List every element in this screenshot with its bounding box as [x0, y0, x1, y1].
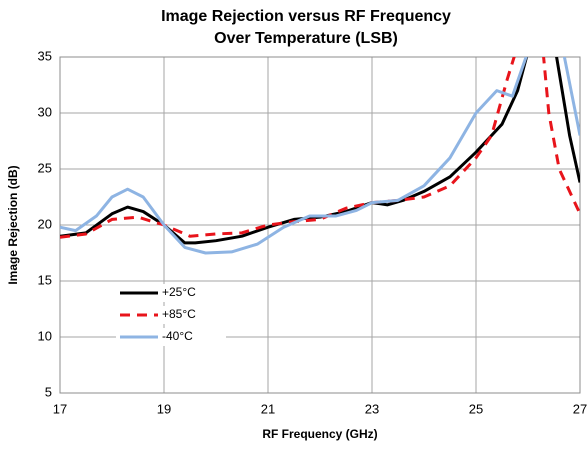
y-tick-label: 20: [38, 216, 52, 231]
legend: +25°C +85°C -40°C: [116, 284, 226, 346]
y-tick-label: 25: [38, 160, 52, 175]
plot-border: [59, 56, 581, 394]
x-tick-label: 25: [469, 401, 483, 416]
x-tick-label: 21: [261, 401, 275, 416]
x-tick-label: 19: [157, 401, 171, 416]
chart-title: Image Rejection versus RF Frequency: [161, 8, 451, 25]
series-line: [60, 57, 580, 239]
y-tick-label: 15: [38, 272, 52, 287]
chart-title: Over Temperature (LSB): [214, 30, 398, 47]
legend-label: -40°C: [162, 329, 193, 343]
legend-label: +85°C: [162, 307, 196, 321]
x-tick-label: 27: [573, 401, 587, 416]
y-tick-label: 35: [38, 48, 52, 63]
y-tick-label: 30: [38, 104, 52, 119]
plot-lines: [60, 57, 580, 255]
legend-bg: [116, 306, 226, 324]
x-axis-label: RF Frequency (GHz): [262, 427, 377, 441]
legend-label: +25°C: [162, 285, 196, 299]
series-line: [60, 57, 580, 255]
x-tick-label: 17: [53, 401, 67, 416]
x-tick-label: 23: [365, 401, 379, 416]
y-tick-label: 5: [45, 384, 52, 399]
legend-bg: [116, 328, 226, 346]
y-axis-label: Image Rejection (dB): [6, 165, 20, 284]
series-line: [60, 57, 580, 245]
y-tick-label: 10: [38, 328, 52, 343]
legend-bg: [116, 284, 226, 302]
